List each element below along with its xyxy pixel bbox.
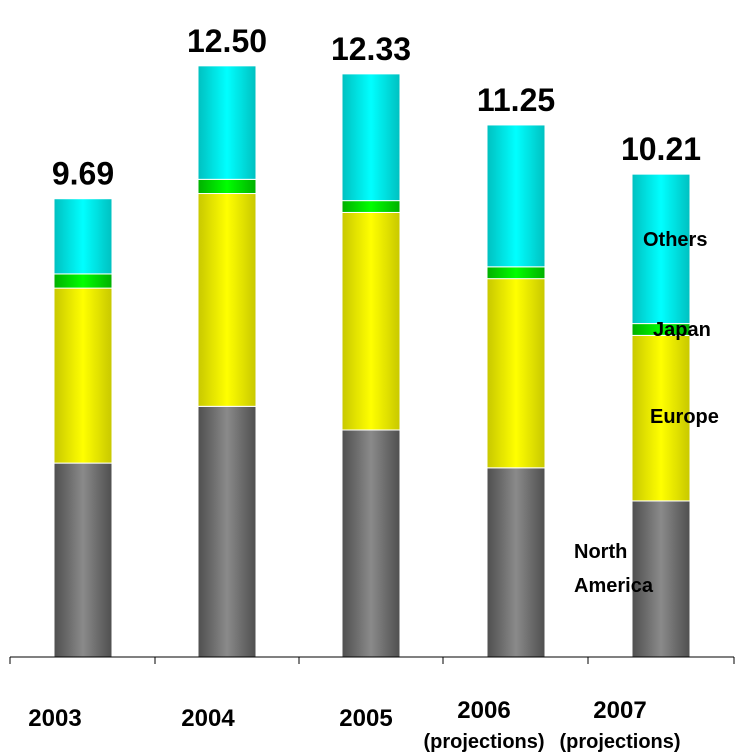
series-label-north-america: North America (574, 541, 654, 597)
bar-2004-japan (197, 178, 257, 195)
bar-2006-others (486, 124, 546, 268)
bar-2007-others (631, 173, 691, 325)
x-tick-label-2007: 2007 (593, 697, 646, 724)
x-axis (9, 656, 735, 664)
bar-2005-japan (341, 200, 401, 213)
bars-layer (53, 65, 691, 658)
bar-2005-north-america (341, 429, 401, 658)
total-label-2007: 10.21 (621, 131, 701, 167)
x-tick-note-2007: (projections) (559, 731, 680, 753)
bar-2003-europe (53, 287, 113, 464)
bar-2004-europe (197, 193, 257, 407)
bar-2005-others (341, 73, 401, 202)
total-label-2005: 12.33 (331, 31, 411, 67)
total-label-2006: 11.25 (477, 82, 555, 118)
x-tick-note-2006: (projections) (423, 731, 544, 753)
bar-2006-japan (486, 266, 546, 280)
bar-2006-north-america (486, 467, 546, 658)
labels-layer: 9.69 12.50 12.33 11.25 10.21 2003 2004 2005 2006… (28, 23, 719, 753)
bar-2004-others (197, 65, 257, 180)
series-label-japan: Japan (653, 319, 711, 341)
bar-2003-north-america (53, 462, 113, 658)
x-tick-label-2004: 2004 (181, 705, 235, 732)
bar-2004-north-america (197, 405, 257, 658)
bar-2005-europe (341, 211, 401, 431)
bar-2003-japan (53, 273, 113, 289)
x-tick-label-2006: 2006 (457, 697, 510, 724)
x-tick-label-2005: 2005 (339, 705, 392, 732)
bar-2006-europe (486, 278, 546, 469)
series-label-others: Others (643, 229, 707, 251)
total-label-2004: 12.50 (187, 23, 267, 59)
x-tick-label-2003: 2003 (28, 705, 81, 732)
total-label-2003: 9.69 (52, 156, 114, 192)
series-label-europe: Europe (650, 406, 719, 428)
bar-2003-others (53, 198, 113, 275)
bar-2007-europe (631, 334, 691, 502)
bar-2007-north-america (631, 500, 691, 658)
